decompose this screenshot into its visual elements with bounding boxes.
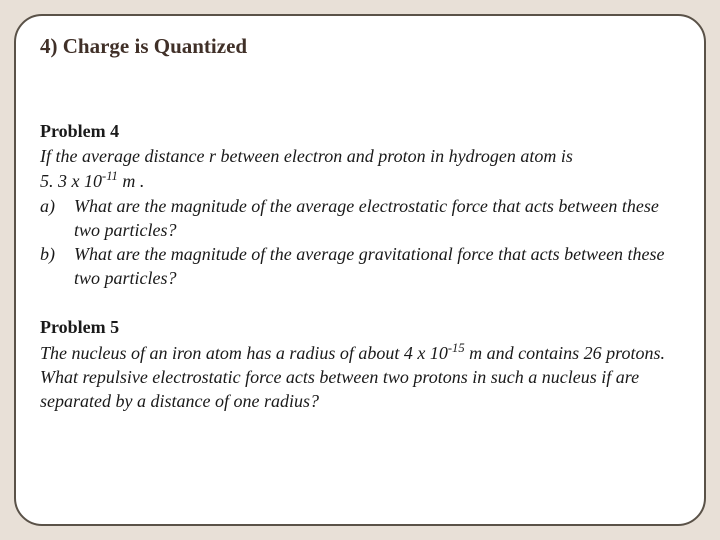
problem-5-exp: -15: [448, 341, 465, 355]
slide-frame: 4) Charge is Quantized Problem 4 If the …: [14, 14, 706, 526]
problem-4-value-post: m .: [118, 171, 145, 191]
slide-title: 4) Charge is Quantized: [40, 34, 680, 59]
problem-4-body: If the average distance r between electr…: [40, 144, 680, 291]
problem-4-heading: Problem 4: [40, 121, 680, 142]
problem-4-item-b: b) What are the magnitude of the average…: [40, 242, 680, 291]
problem-4-value-pre: 5. 3 x 10: [40, 171, 102, 191]
item-b-text: What are the magnitude of the average gr…: [74, 242, 680, 291]
problem-5-body: The nucleus of an iron atom has a radius…: [40, 340, 680, 414]
item-b-marker: b): [40, 242, 74, 291]
item-a-marker: a): [40, 194, 74, 243]
problem-4-item-a: a) What are the magnitude of the average…: [40, 194, 680, 243]
problem-5-pre: The nucleus of an iron atom has a radius…: [40, 343, 448, 363]
problem-5-heading: Problem 5: [40, 317, 680, 338]
item-a-text: What are the magnitude of the average el…: [74, 194, 680, 243]
problem-4-value-exp: -11: [102, 169, 118, 183]
problem-4-list: a) What are the magnitude of the average…: [40, 194, 680, 291]
problem-4-intro-line1: If the average distance r between electr…: [40, 146, 573, 166]
